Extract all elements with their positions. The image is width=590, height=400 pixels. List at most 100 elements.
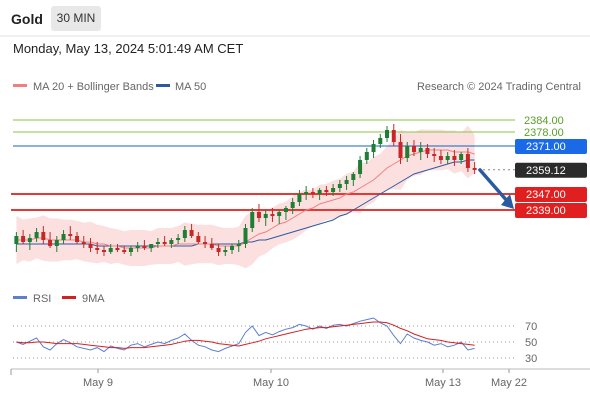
- level-label-2371.00: 2371.00: [526, 141, 566, 153]
- rsi-legend-swatch: [13, 296, 27, 299]
- credit-text: Research © 2024 Trading Central: [417, 81, 581, 93]
- candle-body: [337, 184, 342, 188]
- instrument-title: Gold: [11, 11, 43, 27]
- candle-body: [21, 236, 26, 242]
- candle-body: [115, 248, 120, 250]
- candle-body: [230, 246, 235, 250]
- candle-body: [378, 138, 383, 144]
- candle-body: [135, 246, 140, 248]
- ma20-legend-swatch: [13, 84, 27, 87]
- ma50-legend-label: MA 50: [175, 81, 206, 93]
- candle-body: [391, 130, 396, 142]
- rsi-tick-30: 30: [525, 353, 537, 365]
- candle-body: [250, 212, 255, 228]
- x-label-May 22: May 22: [491, 377, 527, 389]
- candle-body: [122, 250, 127, 252]
- candle-body: [41, 232, 46, 240]
- rsi-ma9-line: [16, 321, 475, 349]
- candle-body: [169, 240, 174, 244]
- candle-body: [277, 212, 282, 216]
- candle-body: [304, 192, 309, 194]
- candle-body: [149, 244, 154, 248]
- candle-body: [438, 156, 443, 160]
- candle-body: [162, 242, 167, 244]
- candle-body: [189, 230, 194, 236]
- candle-body: [324, 190, 329, 192]
- candle-body: [182, 230, 187, 238]
- candle-body: [418, 148, 423, 152]
- candle-body: [405, 146, 410, 158]
- level-badge-2359.12: [515, 162, 587, 178]
- x-axis: May 9 May 10 May 13 May 22: [10, 369, 527, 389]
- rsi-tick-50: 50: [525, 337, 537, 349]
- candle-body: [88, 244, 93, 248]
- candle-body: [472, 168, 477, 170]
- bollinger-band: [16, 125, 475, 269]
- level-badge-2371.00: [515, 139, 587, 154]
- ma20-legend-label: MA 20 + Bollinger Bands: [33, 81, 154, 93]
- candle-body: [203, 242, 208, 244]
- candle-body: [283, 208, 288, 212]
- candle-body: [331, 188, 336, 192]
- candle-body: [445, 156, 450, 160]
- level-label-2339.00: 2339.00: [526, 205, 566, 217]
- timeframe-badge[interactable]: 30 MIN: [51, 6, 101, 31]
- forecast-arrow-head: [501, 194, 514, 209]
- candle-body: [317, 190, 322, 194]
- candle-body: [411, 146, 416, 152]
- level-label-2359.12: 2359.12: [526, 165, 566, 177]
- candle-body: [61, 234, 66, 240]
- candle-body: [270, 214, 275, 216]
- candle-body: [155, 242, 160, 244]
- candle-body: [75, 236, 80, 242]
- candle-body: [128, 248, 133, 252]
- level-badge-2339.00: [515, 203, 587, 218]
- candle-body: [371, 144, 376, 152]
- candle-body: [385, 130, 390, 138]
- candle-body: [34, 232, 39, 238]
- candle-body: [297, 194, 302, 202]
- candle-body: [223, 250, 228, 252]
- chart-header: Gold 30 MIN: [0, 0, 590, 38]
- candle-body: [142, 246, 147, 248]
- candle-body: [351, 174, 356, 180]
- candle-body: [48, 240, 53, 246]
- rsi-line: [16, 317, 475, 353]
- ma9-legend-swatch: [62, 296, 76, 299]
- rsi-panel: 70 50 30: [13, 317, 537, 365]
- ma50-legend-swatch: [156, 84, 170, 87]
- candle-body: [398, 142, 403, 158]
- candle-body: [14, 236, 19, 244]
- candle-body: [358, 160, 363, 174]
- candle-body: [216, 248, 221, 252]
- candle-body: [465, 154, 470, 168]
- candle-body: [176, 238, 181, 240]
- level-label-2384.00: 2384.00: [524, 115, 564, 127]
- rsi-legend-label: RSI: [33, 293, 51, 305]
- ma9-legend-label: 9MA: [82, 293, 105, 305]
- candle-body: [344, 180, 349, 184]
- candle-body: [27, 238, 32, 242]
- candle-body: [263, 214, 268, 218]
- rsi-tick-70: 70: [525, 321, 537, 333]
- candle-body: [236, 244, 241, 246]
- candle-body: [196, 236, 201, 242]
- candle-body: [95, 248, 100, 250]
- candle-body: [68, 234, 73, 236]
- forecast-arrow: [478, 168, 514, 209]
- candle-body: [108, 248, 113, 252]
- candle-body: [459, 154, 464, 160]
- level-badge-2347.00: [515, 187, 587, 202]
- candle-body: [101, 250, 106, 252]
- candle-body: [310, 192, 315, 194]
- x-label-May 9: May 9: [83, 377, 113, 389]
- level-label-2378.00: 2378.00: [524, 127, 564, 139]
- bollinger-band-area: [16, 125, 475, 269]
- candle-body: [243, 228, 248, 244]
- candle-body: [209, 244, 214, 248]
- level-label-2347.00: 2347.00: [526, 189, 566, 201]
- price-levels: [11, 119, 515, 211]
- forecast-arrow-shaft: [478, 168, 510, 204]
- candle-body: [81, 242, 86, 244]
